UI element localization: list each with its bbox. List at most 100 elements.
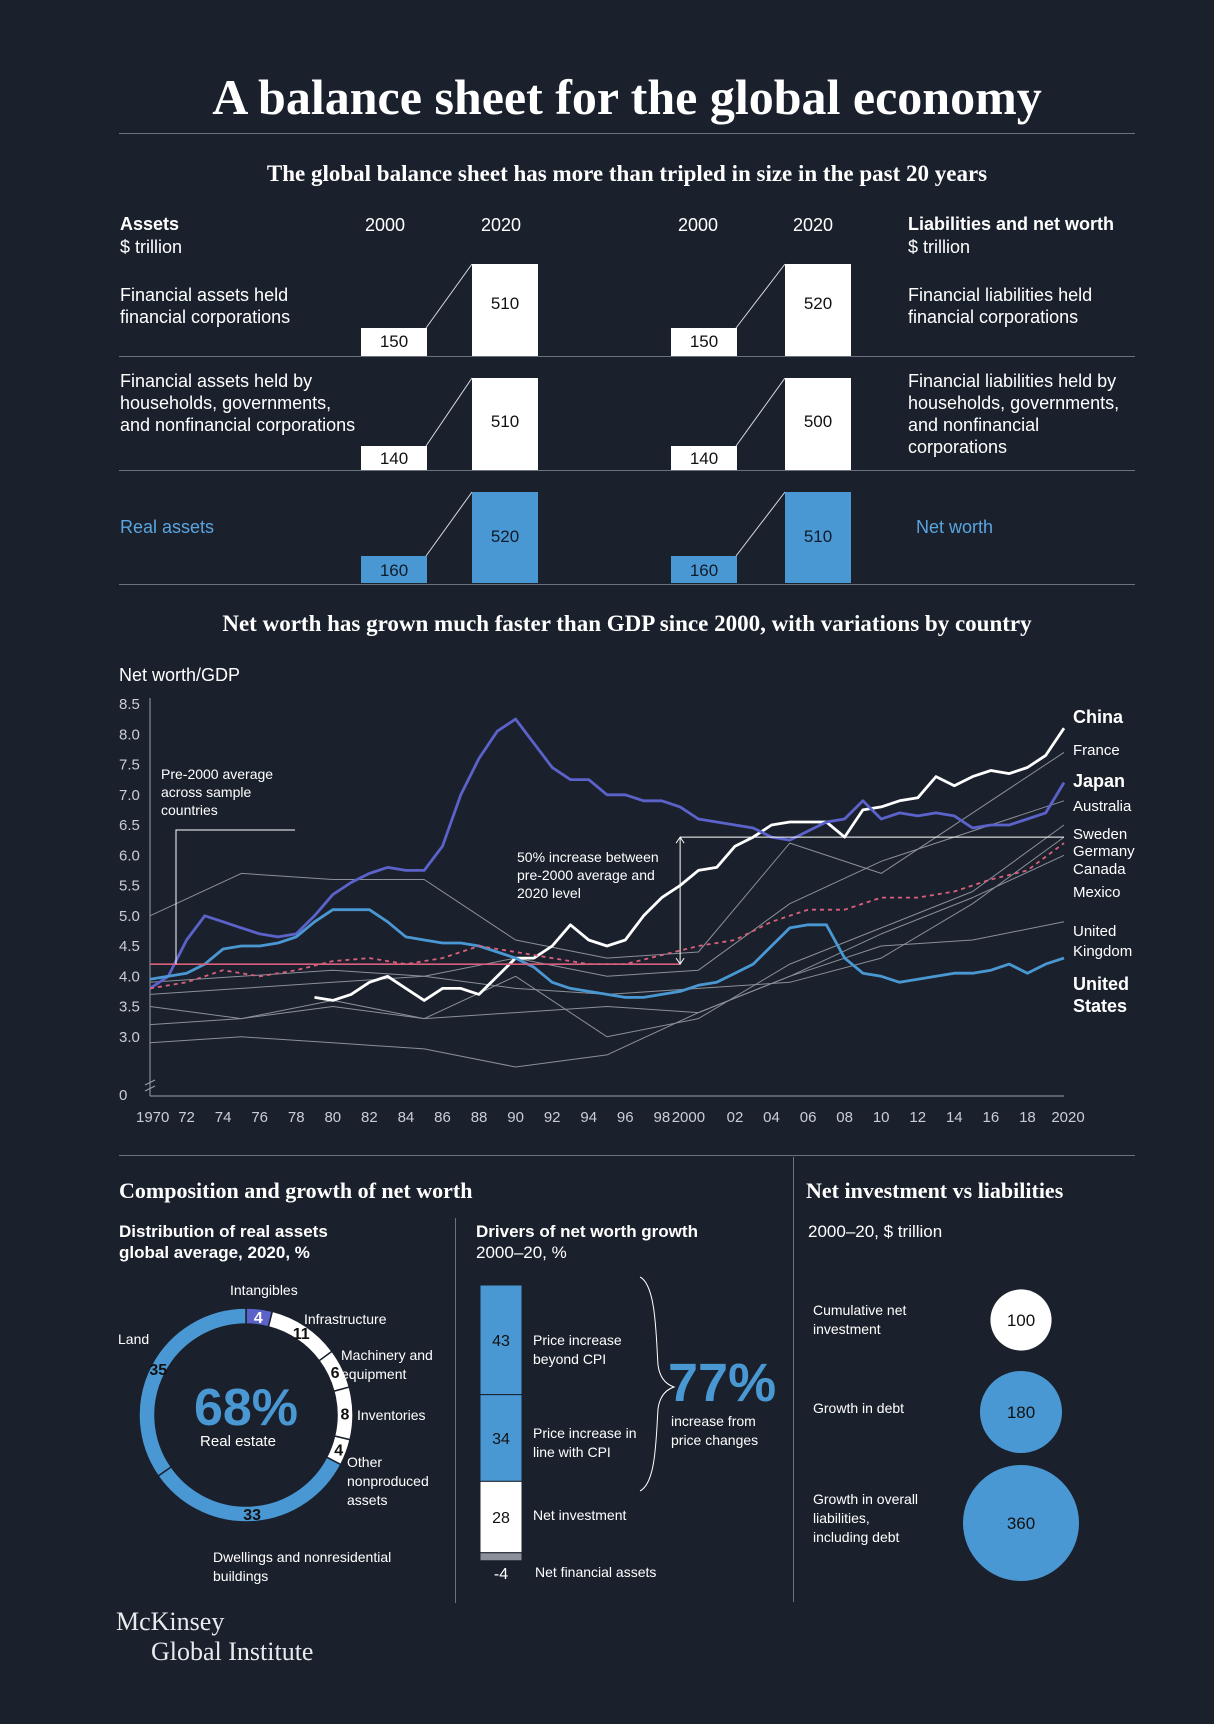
x-tick-label: 96: [617, 1109, 634, 1126]
drivers-big-percent: 77%: [668, 1353, 777, 1413]
bubble-value: 180: [1007, 1403, 1035, 1422]
liab-header: Liabilities and net worth: [908, 214, 1115, 234]
annotation-increase-line: pre-2000 average and: [517, 867, 655, 883]
annotation-pre2000-line: Pre-2000 average: [161, 766, 273, 782]
y-tick-label: 7.5: [119, 757, 140, 774]
row3-liab-2000: 160: [671, 556, 737, 583]
driver-label-net-investment: Net investment: [533, 1507, 627, 1523]
drivers-stacked-bar: 43 34 28 -4: [479, 1276, 676, 1583]
liab-unit: $ trillion: [908, 237, 971, 257]
series-line-japan: [149, 717, 1066, 990]
bubble-label-net-investment: Cumulative net investment: [813, 1302, 907, 1337]
row1-right-label: Financial liabilities held financial cor…: [908, 285, 1093, 327]
row2-assets-2020: 510: [472, 378, 538, 470]
liab-year-2020: 2020: [793, 215, 834, 235]
annotation-increase-line: 2020 level: [517, 885, 581, 901]
donut-label-machinery: Machinery and equipment: [341, 1347, 433, 1382]
donut-label-infrastructure: Infrastructure: [304, 1311, 387, 1327]
label-uk-line1: United: [1073, 923, 1116, 940]
label-france: France: [1073, 742, 1120, 759]
y-tick-label: 4.0: [119, 968, 140, 985]
donut-value: 4: [334, 1443, 343, 1460]
series-line-united-kingdom: [149, 921, 1065, 1068]
row3-assets-2020: 520: [472, 492, 538, 583]
donut-label-other: Other nonproduced assets: [347, 1454, 429, 1508]
y-tick-label: 4.5: [119, 938, 140, 955]
label-canada: Canada: [1073, 861, 1126, 878]
label-us-line2: States: [1073, 996, 1127, 1016]
chart-ylabel: Net worth/GDP: [119, 665, 241, 685]
y-tick-label: 7.0: [119, 787, 140, 804]
series-line-sweden: [149, 824, 1065, 1038]
donut-segment-land: [138, 1307, 247, 1478]
divider: [119, 133, 1135, 134]
row2-assets-2000: 140: [361, 446, 427, 470]
row2-right-label: Financial liabilities held by households…: [908, 371, 1120, 457]
axis-break: [144, 1079, 156, 1092]
bubble-label-debt: Growth in debt: [813, 1400, 905, 1416]
driver-value: 34: [492, 1431, 510, 1448]
label-germany: Germany: [1073, 843, 1135, 860]
y-tick-label: 6.5: [119, 817, 140, 834]
x-tick-label: 72: [178, 1109, 195, 1126]
x-tick-label: 74: [215, 1109, 232, 1126]
donut-label-inventories: Inventories: [357, 1407, 426, 1423]
assets-year-2020: 2020: [481, 215, 522, 235]
y-tick-label: 6.0: [119, 847, 140, 864]
bubble-value: 360: [1007, 1514, 1035, 1533]
x-tick-label: 16: [983, 1109, 1000, 1126]
x-tick-label: 10: [873, 1109, 890, 1126]
donut-value: 33: [243, 1507, 261, 1524]
driver-segment: [479, 1284, 523, 1396]
x-tick-label: 98: [653, 1109, 670, 1126]
annotation-increase-line: 50% increase between: [517, 849, 659, 865]
driver-segment: [479, 1394, 523, 1482]
x-tick-label: 92: [544, 1109, 561, 1126]
y-tick-label: 5.0: [119, 908, 140, 925]
section4-heading: Net investment vs liabilities: [806, 1178, 1064, 1203]
series-line-canada: [149, 854, 1065, 1020]
dist-title-line2: global average, 2020, %: [119, 1243, 310, 1262]
divider: [119, 356, 1135, 357]
divider: [119, 584, 1135, 585]
x-tick-label: 2000: [672, 1109, 705, 1126]
row1-liab-2000: 150: [671, 328, 737, 356]
y-tick-label: 8.0: [119, 726, 140, 743]
donut-label-dwellings: Dwellings and nonresidential buildings: [213, 1549, 392, 1584]
donut-big-value: 68%: [194, 1379, 298, 1437]
assets-unit: $ trillion: [120, 237, 183, 257]
bubble: [990, 1289, 1052, 1351]
vertical-divider: [455, 1218, 456, 1603]
bubble-value: 100: [1007, 1311, 1035, 1330]
driver-value: 28: [492, 1510, 510, 1527]
label-sweden: Sweden: [1073, 826, 1127, 843]
x-tick-label: 84: [398, 1109, 415, 1126]
x-tick-label: 78: [288, 1109, 305, 1126]
dist-title-line1: Distribution of real assets: [119, 1222, 328, 1241]
driver-label-net-financial: Net financial assets: [535, 1564, 657, 1580]
y-tick-label: 3.0: [119, 1029, 140, 1046]
label-japan: Japan: [1073, 771, 1125, 791]
row3-assets-2000: 160: [361, 556, 427, 583]
x-tick-label: 12: [909, 1109, 926, 1126]
drivers-pct-label-line1: increase from: [671, 1413, 756, 1429]
donut-value: 6: [331, 1365, 340, 1382]
drivers-title: Drivers of net worth growth: [476, 1222, 698, 1241]
x-tick-label: 02: [727, 1109, 744, 1126]
x-tick-label: 04: [763, 1109, 780, 1126]
row2-liab-2020: 500: [785, 378, 851, 470]
label-australia: Australia: [1073, 798, 1132, 815]
x-tick-label: 14: [946, 1109, 963, 1126]
divider: [119, 470, 1135, 471]
driver-label-beyond-cpi: Price increase beyond CPI: [533, 1332, 622, 1367]
driver-segment: [479, 1552, 523, 1562]
drivers-brace: [639, 1276, 676, 1492]
y-tick-label: 3.5: [119, 999, 140, 1016]
x-tick-label: 2020: [1051, 1109, 1084, 1126]
x-tick-label: 76: [251, 1109, 268, 1126]
row3-right-label: Net worth: [916, 517, 994, 537]
bubble-chart: 100 180 360: [963, 1289, 1079, 1581]
row1-left-label: Financial assets held financial corporat…: [120, 285, 291, 327]
x-tick-label: 88: [471, 1109, 488, 1126]
x-tick-label: 18: [1019, 1109, 1036, 1126]
